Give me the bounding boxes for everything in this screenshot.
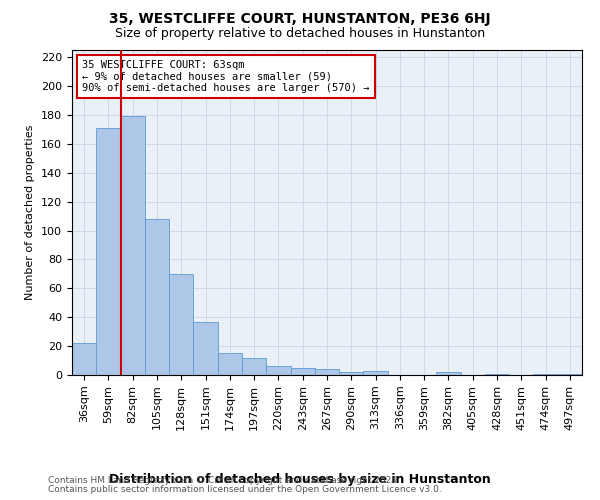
Bar	[266, 366, 290, 375]
Bar	[339, 372, 364, 375]
Y-axis label: Number of detached properties: Number of detached properties	[25, 125, 35, 300]
Bar	[485, 374, 509, 375]
Text: 35, WESTCLIFFE COURT, HUNSTANTON, PE36 6HJ: 35, WESTCLIFFE COURT, HUNSTANTON, PE36 6…	[109, 12, 491, 26]
Bar	[242, 358, 266, 375]
Bar	[145, 219, 169, 375]
Bar	[364, 370, 388, 375]
Bar	[193, 322, 218, 375]
Bar	[315, 369, 339, 375]
Text: Contains HM Land Registry data © Crown copyright and database right 2024.: Contains HM Land Registry data © Crown c…	[48, 476, 400, 485]
Bar	[96, 128, 121, 375]
Bar	[436, 372, 461, 375]
Text: Size of property relative to detached houses in Hunstanton: Size of property relative to detached ho…	[115, 28, 485, 40]
Bar	[290, 368, 315, 375]
Bar	[558, 374, 582, 375]
Bar	[121, 116, 145, 375]
Bar	[218, 354, 242, 375]
Bar	[169, 274, 193, 375]
Text: Distribution of detached houses by size in Hunstanton: Distribution of detached houses by size …	[109, 472, 491, 486]
Bar	[72, 343, 96, 375]
Bar	[533, 374, 558, 375]
Text: Contains public sector information licensed under the Open Government Licence v3: Contains public sector information licen…	[48, 484, 442, 494]
Text: 35 WESTCLIFFE COURT: 63sqm
← 9% of detached houses are smaller (59)
90% of semi-: 35 WESTCLIFFE COURT: 63sqm ← 9% of detac…	[82, 60, 370, 93]
